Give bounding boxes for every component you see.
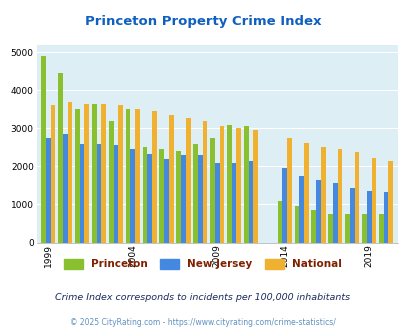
- Bar: [337, 149, 342, 243]
- Bar: [193, 144, 198, 243]
- Legend: Princeton, New Jersey, National: Princeton, New Jersey, National: [60, 255, 345, 274]
- Bar: [277, 201, 282, 243]
- Bar: [151, 111, 156, 243]
- Bar: [248, 161, 253, 243]
- Bar: [202, 121, 207, 243]
- Bar: [303, 143, 308, 243]
- Bar: [135, 109, 140, 243]
- Bar: [320, 148, 325, 243]
- Bar: [58, 73, 63, 243]
- Bar: [118, 106, 123, 243]
- Bar: [226, 124, 231, 243]
- Bar: [231, 163, 236, 243]
- Bar: [75, 109, 79, 243]
- Bar: [92, 104, 96, 243]
- Bar: [349, 188, 354, 243]
- Bar: [113, 146, 118, 243]
- Bar: [344, 214, 349, 243]
- Bar: [253, 130, 258, 243]
- Bar: [298, 176, 303, 243]
- Bar: [243, 126, 248, 243]
- Bar: [84, 104, 89, 243]
- Bar: [294, 206, 298, 243]
- Bar: [159, 149, 164, 243]
- Bar: [315, 180, 320, 243]
- Bar: [147, 154, 151, 243]
- Bar: [41, 56, 46, 243]
- Bar: [282, 168, 286, 243]
- Bar: [328, 214, 332, 243]
- Bar: [236, 128, 241, 243]
- Bar: [96, 144, 101, 243]
- Bar: [366, 191, 371, 243]
- Bar: [130, 149, 135, 243]
- Bar: [388, 161, 392, 243]
- Bar: [109, 121, 113, 243]
- Text: Crime Index corresponds to incidents per 100,000 inhabitants: Crime Index corresponds to incidents per…: [55, 293, 350, 302]
- Bar: [311, 210, 315, 243]
- Bar: [185, 118, 190, 243]
- Bar: [126, 109, 130, 243]
- Bar: [198, 155, 202, 243]
- Bar: [210, 138, 214, 243]
- Bar: [361, 214, 366, 243]
- Bar: [63, 134, 68, 243]
- Bar: [51, 106, 55, 243]
- Bar: [176, 151, 181, 243]
- Text: © 2025 CityRating.com - https://www.cityrating.com/crime-statistics/: © 2025 CityRating.com - https://www.city…: [70, 318, 335, 327]
- Bar: [354, 152, 358, 243]
- Bar: [214, 163, 219, 243]
- Bar: [332, 183, 337, 243]
- Bar: [181, 155, 185, 243]
- Bar: [164, 159, 168, 243]
- Bar: [101, 104, 106, 243]
- Bar: [168, 115, 173, 243]
- Text: Princeton Property Crime Index: Princeton Property Crime Index: [85, 15, 320, 28]
- Bar: [286, 138, 291, 243]
- Bar: [79, 144, 84, 243]
- Bar: [68, 102, 72, 243]
- Bar: [219, 126, 224, 243]
- Bar: [383, 192, 388, 243]
- Bar: [142, 148, 147, 243]
- Bar: [46, 138, 51, 243]
- Bar: [371, 158, 375, 243]
- Bar: [378, 214, 383, 243]
